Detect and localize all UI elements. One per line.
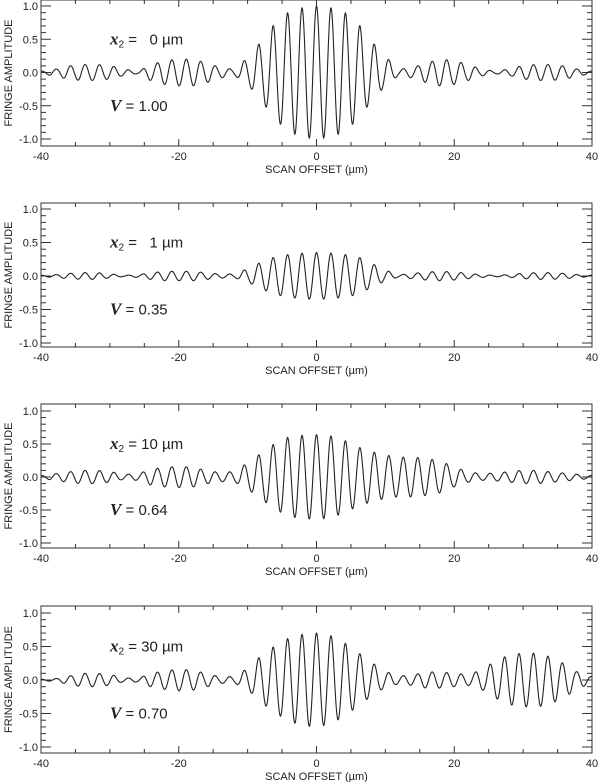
fringe-curve — [40, 251, 593, 300]
y-tick-label: 1.0 — [23, 608, 38, 620]
x-tick-label: -20 — [171, 352, 187, 364]
x-tick-label: -40 — [33, 151, 49, 163]
x-tick-label: -20 — [171, 553, 187, 565]
y-axis-title: FRINGE AMPLITUDE — [3, 626, 15, 733]
y-tick-label: 0.5 — [23, 439, 38, 451]
fringe-curve — [40, 632, 593, 728]
x-axis-title: SCAN OFFSET (µm) — [265, 164, 368, 176]
chart-panel-1: -40 -20 0 20 40 1.0 0.5 0.0 -0.5 -1.0 SCAN OFFSET … — [3, 0, 598, 176]
annotation-visibility: V = 0.35 — [110, 300, 168, 319]
y-tick-label: -1.0 — [19, 338, 38, 350]
x-tick-label: 20 — [448, 151, 460, 163]
plot-frame — [40, 605, 593, 754]
y-axis-title: FRINGE AMPLITUDE — [3, 20, 15, 127]
x-tick-label: -20 — [171, 758, 187, 770]
y-tick-label: -0.5 — [19, 101, 38, 113]
x-tick-label: 0 — [313, 758, 319, 770]
annotation-x2: x2 = 10 µm — [109, 434, 183, 455]
x-tick-label: 40 — [586, 758, 598, 770]
fringe-curve — [40, 433, 593, 520]
x-tick-label: 0 — [313, 151, 319, 163]
x-axis-title: SCAN OFFSET (µm) — [265, 771, 368, 782]
y-tick-label: 0.0 — [23, 472, 38, 484]
x-tick-label: 20 — [448, 553, 460, 565]
y-axis-title: FRINGE AMPLITUDE — [3, 423, 15, 530]
x-tick-label: 0 — [313, 352, 319, 364]
x-axis-title: SCAN OFFSET (µm) — [265, 365, 368, 377]
x-axis-title: SCAN OFFSET (µm) — [265, 566, 368, 578]
y-tick-label: 0.0 — [23, 271, 38, 283]
plot-frame — [40, 0, 593, 147]
plot-frame — [40, 202, 593, 348]
x-tick-label: -20 — [171, 151, 187, 163]
x-tick-label: 40 — [586, 352, 598, 364]
y-tick-label: 1.0 — [23, 406, 38, 418]
x-tick-label: -40 — [33, 758, 49, 770]
fringe-curve — [40, 4, 593, 140]
x-tick-label: 0 — [313, 553, 319, 565]
y-axis-title: FRINGE AMPLITUDE — [3, 222, 15, 329]
y-tick-label: 0.5 — [23, 642, 38, 654]
y-tick-label: -0.5 — [19, 305, 38, 317]
x-tick-label: 20 — [448, 352, 460, 364]
y-tick-label: 0.5 — [23, 238, 38, 250]
plot-frame — [40, 403, 593, 549]
y-tick-label: -0.5 — [19, 505, 38, 517]
y-tick-label: -1.0 — [19, 538, 38, 550]
annotation-visibility: V = 0.70 — [110, 704, 168, 723]
y-tick-label: -1.0 — [19, 742, 38, 754]
y-tick-label: 1.0 — [23, 204, 38, 216]
annotation-visibility: V = 1.00 — [110, 96, 168, 115]
y-tick-label: -1.0 — [19, 134, 38, 146]
annotation-x2: x2 = 0 µm — [109, 29, 183, 50]
y-tick-label: 1.0 — [23, 1, 38, 13]
y-tick-label: 0.0 — [23, 68, 38, 80]
annotation-visibility: V = 0.64 — [110, 500, 168, 519]
x-tick-label: 40 — [586, 151, 598, 163]
x-tick-label: -40 — [33, 352, 49, 364]
x-tick-label: -40 — [33, 553, 49, 565]
annotation-x2: x2 = 1 µm — [109, 233, 183, 254]
x-tick-label: 20 — [448, 758, 460, 770]
annotation-x2: x2 = 30 µm — [109, 637, 183, 658]
chart-panel-3: -40 -20 0 20 40 1.0 0.5 0.0 -0.5 -1.0 SCAN OFFSET … — [3, 403, 598, 578]
x-tick-label: 40 — [586, 553, 598, 565]
chart-panel-4: -40 -20 0 20 40 1.0 0.5 0.0 -0.5 -1.0 SCAN OFFSET … — [3, 605, 598, 782]
y-tick-label: -0.5 — [19, 709, 38, 721]
chart-panel-2: -40 -20 0 20 40 1.0 0.5 0.0 -0.5 -1.0 SCAN OFFSET … — [3, 202, 598, 377]
y-tick-label: 0.0 — [23, 675, 38, 687]
y-tick-label: 0.5 — [23, 34, 38, 46]
